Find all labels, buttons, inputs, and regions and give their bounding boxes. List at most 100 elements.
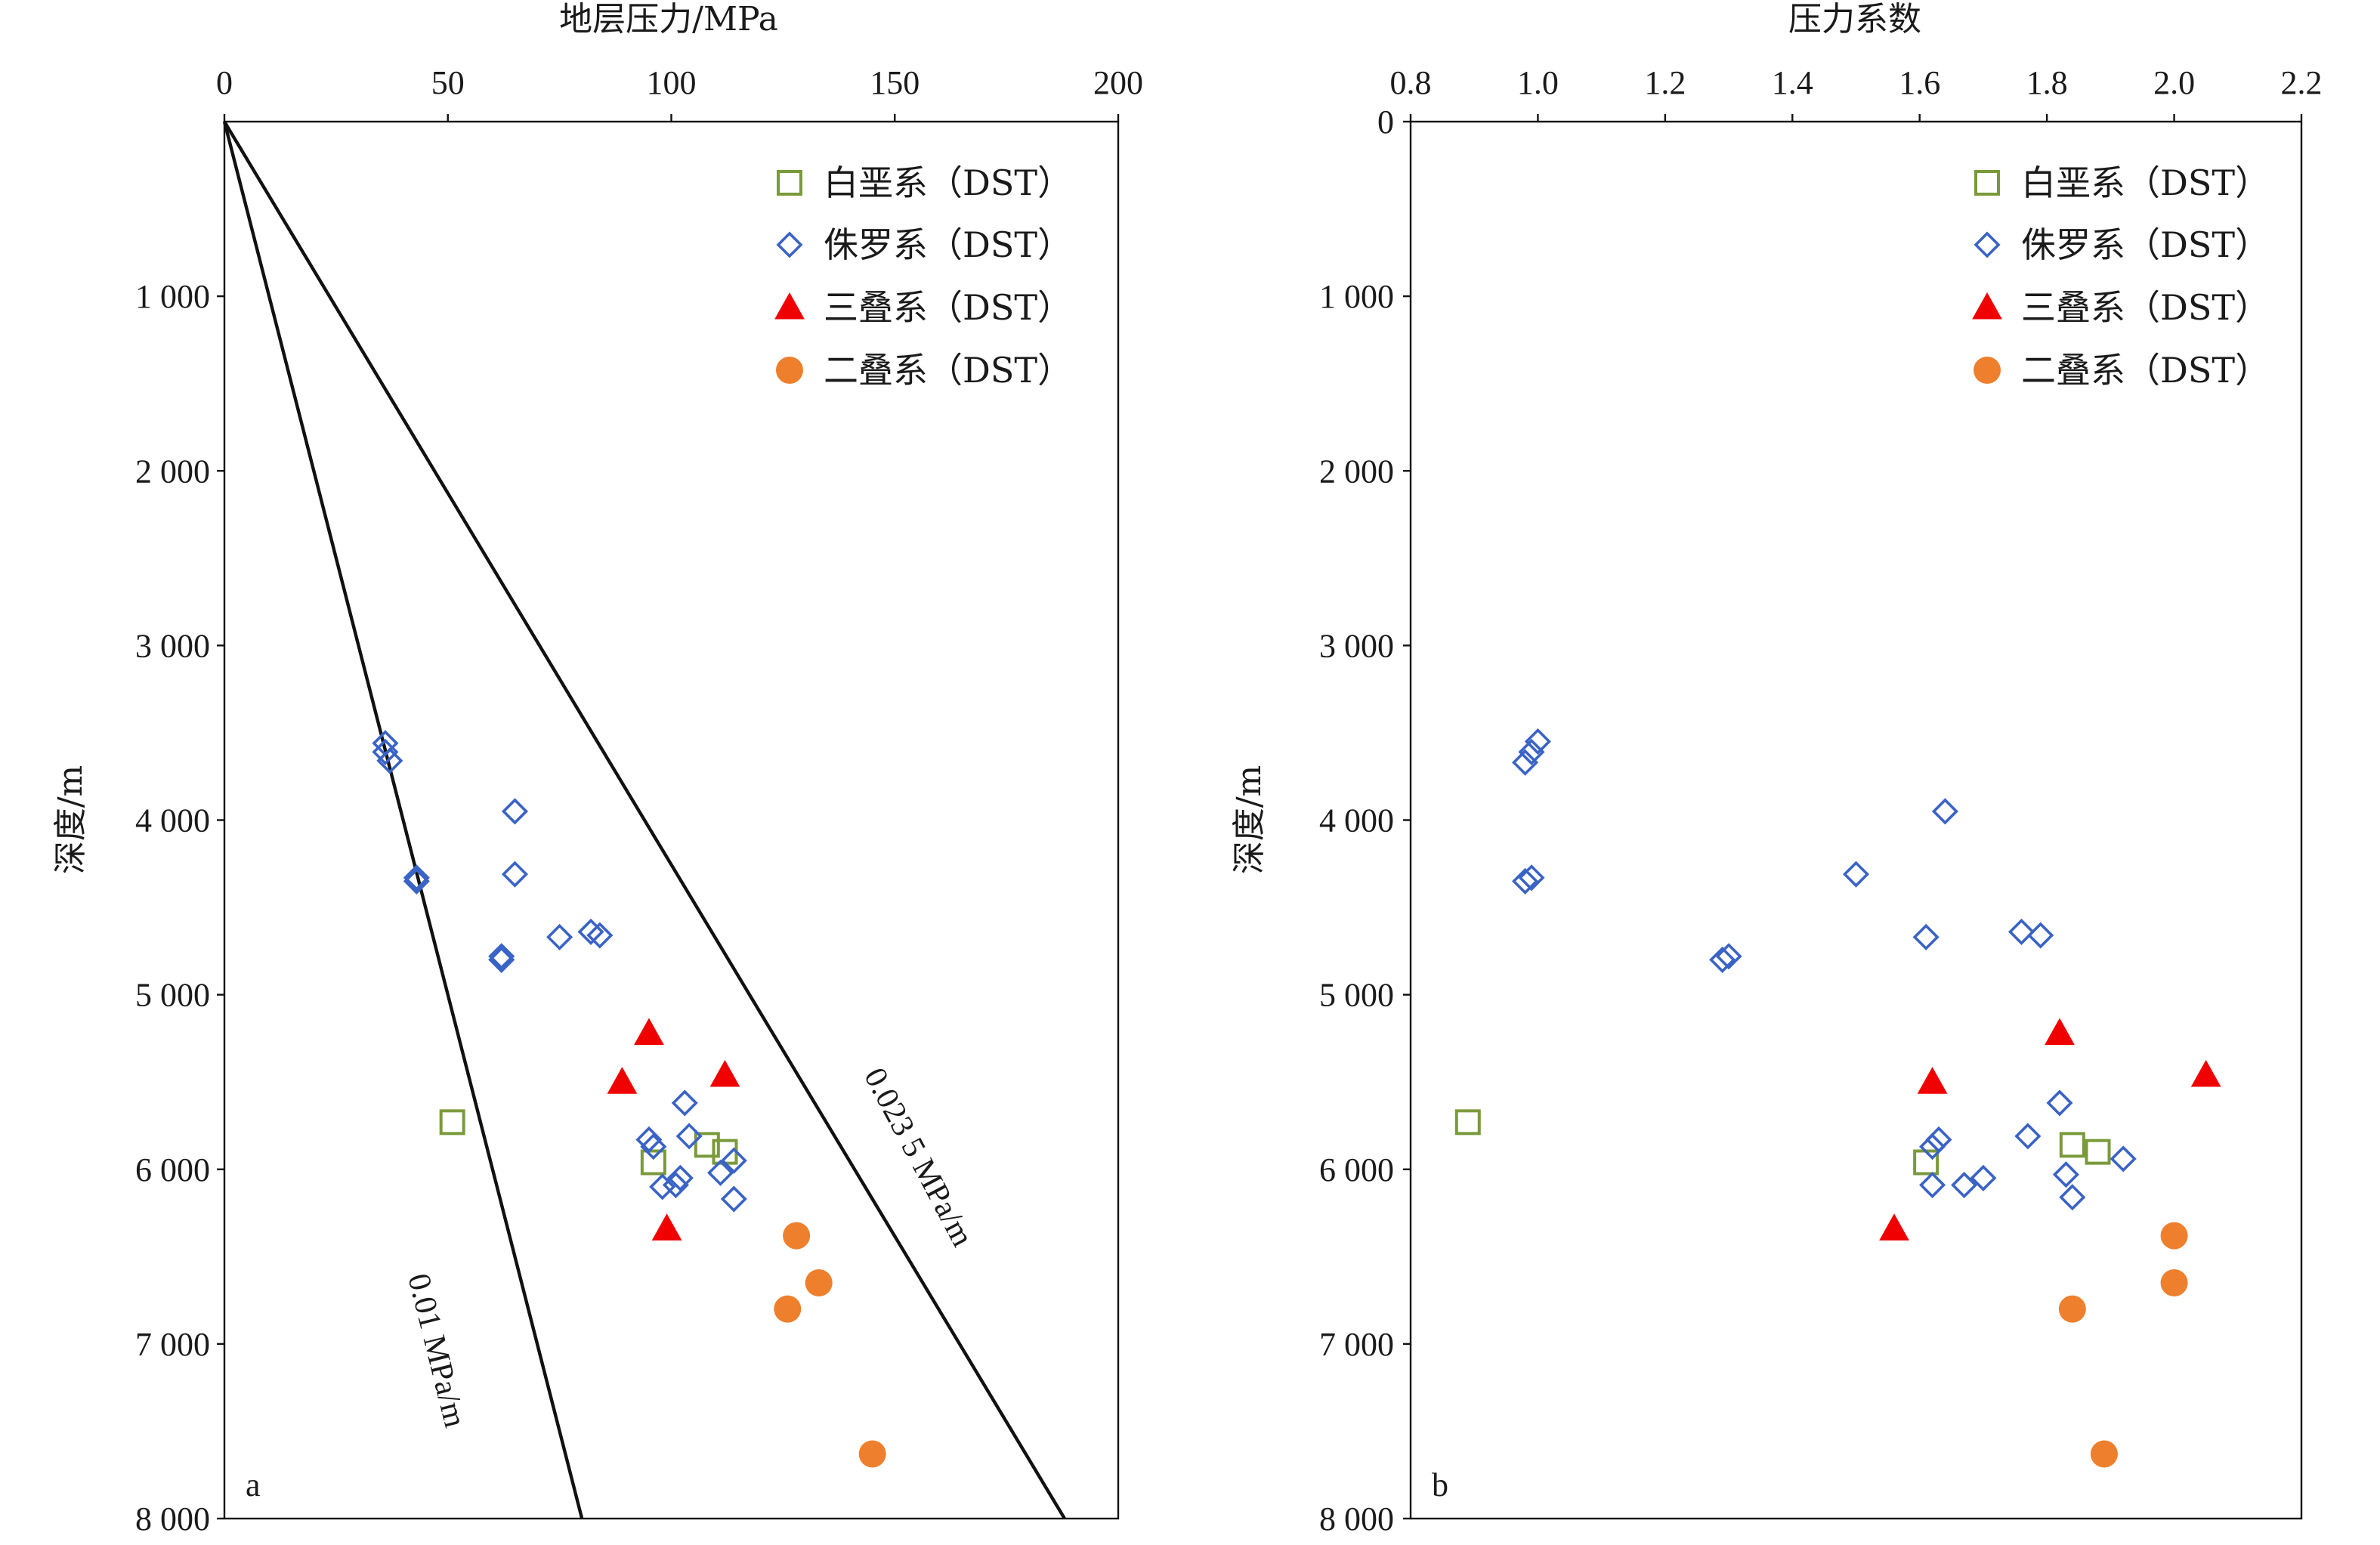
panel-a-x-axis-title: 地层压力/MPa bbox=[559, 0, 778, 39]
panel-a-point-circle bbox=[774, 1295, 802, 1323]
panel-b-point-diamond bbox=[1518, 738, 1545, 765]
panel-b-point-circle bbox=[2090, 1440, 2118, 1468]
panel-b-point-diamond bbox=[2014, 1123, 2042, 1150]
panel-b-y-tick-label: 6 000 bbox=[1319, 1151, 1394, 1188]
panel-b-y-tick-label: 5 000 bbox=[1319, 977, 1394, 1014]
panel-a-point-square bbox=[439, 1109, 465, 1136]
panel-b-plot-frame bbox=[1409, 120, 2303, 1520]
panel-b-point-diamond bbox=[2052, 1161, 2079, 1188]
panel-b-point-triangle bbox=[1917, 1067, 1948, 1094]
panel-a-reference-label-0-0235: 0.023 5 MPa/m bbox=[857, 1062, 980, 1253]
panel-a-point-triangle bbox=[634, 1018, 664, 1045]
panel-b-point-diamond bbox=[1709, 946, 1736, 973]
panel-b-point-diamond bbox=[2059, 1184, 2086, 1211]
panel-a-y-axis-title: 深度/m bbox=[51, 765, 90, 875]
panel-a-point-diamond bbox=[720, 1147, 747, 1174]
panel-b-point-diamond bbox=[1842, 861, 1870, 888]
panel-b-point-diamond bbox=[1912, 923, 1940, 950]
panel-b-point-circle bbox=[2058, 1295, 2086, 1323]
panel-b-y-ticks: 0 1 000 2 000 3 000 4 000 5 000 6 000 7 000 8 00… bbox=[1319, 104, 1411, 1537]
panel-b-point-diamond bbox=[1970, 1164, 1997, 1191]
panel-a-point-diamond bbox=[720, 1185, 747, 1213]
panel-b-x-tick-label: 1.8 bbox=[2026, 64, 2068, 101]
panel-b-point-square bbox=[2059, 1132, 2085, 1158]
panel-b-point-circle bbox=[2160, 1222, 2188, 1250]
panel-a-pressure-vs-depth: 地层压力/MPa 深度/m 0 50 100 150 200 1 000 2 000 3 0… bbox=[51, 0, 1143, 1537]
panel-b-point-diamond bbox=[2110, 1145, 2137, 1173]
panel-a-point-diamond bbox=[662, 1172, 689, 1199]
panel-b-point-square bbox=[2085, 1139, 2111, 1165]
panel-b-label: b bbox=[1432, 1466, 1448, 1503]
panel-a-y-tick-label: 7 000 bbox=[135, 1326, 210, 1363]
panel-a-point-diamond bbox=[376, 747, 403, 774]
panel-b-point-diamond bbox=[1919, 1133, 1946, 1160]
panel-a-legend-marker-circle bbox=[776, 357, 803, 384]
panel-a-reference-lines bbox=[222, 120, 1066, 1520]
panel-a-gradient-line-1 bbox=[223, 120, 1066, 1520]
panel-a-point-circle bbox=[858, 1440, 886, 1468]
panel-b-point-diamond bbox=[1512, 867, 1539, 895]
panel-b-point-diamond bbox=[1925, 1126, 1952, 1154]
panel-a-data-points bbox=[372, 730, 886, 1468]
panel-a-y-tick-label: 4 000 bbox=[135, 802, 210, 839]
panel-b-point-diamond bbox=[1512, 749, 1539, 776]
panel-a-point-triangle bbox=[607, 1067, 638, 1094]
panel-a-point-diamond bbox=[707, 1159, 734, 1186]
panel-a-point-diamond bbox=[649, 1173, 676, 1200]
panel-b-point-diamond bbox=[1524, 728, 1551, 756]
panel-a-point-diamond bbox=[666, 1164, 694, 1191]
panel-b-y-tick-label: 0 bbox=[1377, 104, 1394, 141]
panel-b-legend-marker-square bbox=[1974, 170, 2000, 196]
panel-a-x-tick-label: 50 bbox=[431, 64, 465, 101]
panel-b-point-triangle bbox=[2045, 1018, 2075, 1045]
panel-a-y-tick-label: 3 000 bbox=[135, 627, 210, 664]
panel-b-point-diamond bbox=[2008, 918, 2035, 945]
panel-b-point-diamond bbox=[1951, 1172, 1978, 1199]
panel-a-point-triangle bbox=[709, 1059, 740, 1087]
panel-a-plot-frame bbox=[223, 120, 1120, 1520]
panel-b-legend: 白垩系（DST） 侏罗系（DST） 三叠系（DST） 二叠系（DST） bbox=[1972, 162, 2270, 391]
panel-a-x-tick-label: 150 bbox=[870, 64, 920, 101]
panel-b-legend-marker-diamond bbox=[1974, 231, 2001, 258]
panel-b-legend-label: 二叠系（DST） bbox=[2021, 350, 2270, 391]
panel-a-point-diamond bbox=[403, 864, 430, 891]
panel-b-legend-marker-triangle bbox=[1972, 292, 2002, 320]
panel-b-y-tick-label: 2 000 bbox=[1319, 453, 1394, 490]
panel-a-point-diamond bbox=[671, 1089, 698, 1117]
panel-a-point-square bbox=[640, 1149, 666, 1176]
panel-a-y-ticks: 1 000 2 000 3 000 4 000 5 000 6 000 7 000 8 000 bbox=[135, 278, 224, 1537]
panel-b-point-diamond bbox=[1518, 864, 1545, 891]
panel-b-y-tick-label: 7 000 bbox=[1319, 1326, 1394, 1363]
panel-b-plot-border bbox=[1409, 120, 2303, 1520]
panel-a-plot-border bbox=[223, 120, 1120, 1520]
panel-a-point-diamond bbox=[577, 918, 604, 945]
panel-b-x-tick-label: 2.2 bbox=[2281, 64, 2323, 101]
panel-a-x-tick-label: 200 bbox=[1093, 64, 1143, 101]
panel-a-point-diamond bbox=[635, 1126, 663, 1154]
panel-a-y-tick-label: 8 000 bbox=[135, 1500, 210, 1537]
panel-a-x-tick-label: 100 bbox=[647, 64, 697, 101]
panel-a-point-diamond bbox=[403, 867, 430, 895]
panel-b-point-square bbox=[1454, 1109, 1481, 1136]
panel-a-point-diamond bbox=[675, 1123, 703, 1150]
panel-a-legend-label: 侏罗系（DST） bbox=[824, 224, 1072, 265]
panel-a-label: a bbox=[246, 1466, 261, 1503]
panel-b-point-diamond bbox=[1715, 943, 1742, 970]
panel-a-reference-label-0-01: 0.01 MPa/m bbox=[400, 1270, 472, 1431]
panel-b-x-tick-label: 2.0 bbox=[2153, 64, 2195, 101]
panel-a-point-diamond bbox=[586, 922, 614, 949]
panel-b-point-diamond bbox=[1931, 798, 1958, 825]
panel-a-y-tick-label: 2 000 bbox=[135, 453, 210, 490]
panel-a-legend-label: 白垩系（DST） bbox=[824, 162, 1072, 203]
panel-b-y-tick-label: 3 000 bbox=[1319, 627, 1394, 664]
panel-b-x-axis-title: 压力系数 bbox=[1788, 0, 1921, 39]
panel-a-point-circle bbox=[805, 1268, 833, 1296]
panel-b-x-tick-label: 0.8 bbox=[1390, 64, 1432, 101]
panel-a-legend-label: 二叠系（DST） bbox=[824, 350, 1072, 391]
panel-b-x-tick-label: 1.6 bbox=[1899, 64, 1940, 101]
panel-a-point-diamond bbox=[488, 946, 515, 973]
panel-b-legend-label: 白垩系（DST） bbox=[2021, 162, 2270, 203]
panel-b-point-diamond bbox=[1919, 1172, 1946, 1199]
panel-b-y-tick-label: 1 000 bbox=[1319, 278, 1394, 315]
